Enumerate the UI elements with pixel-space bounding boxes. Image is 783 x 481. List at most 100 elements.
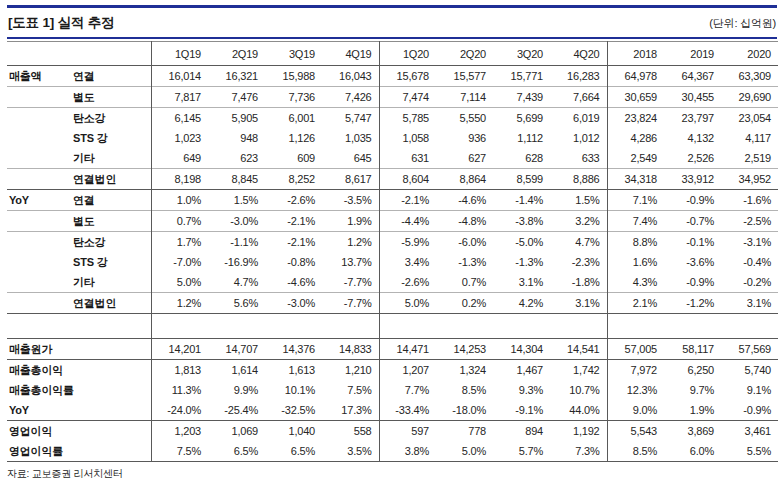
group-label-cell: YoY (7, 190, 73, 211)
table-row: 기타6496236096456316276286332,5492,5262,51… (7, 148, 778, 169)
source-note: 자료: 교보증권 리서치센터 (7, 467, 777, 481)
value-cell: 5,905 (208, 108, 265, 129)
value-cell: 2,549 (607, 148, 664, 169)
value-cell: 3.5% (322, 441, 379, 462)
page-title: [도표 1] 실적 추정 (8, 14, 114, 32)
row-label-cell: 탄소강 (73, 108, 151, 129)
value-cell: -5.9% (379, 232, 436, 253)
value-cell: -1.3% (436, 252, 493, 272)
value-cell (265, 314, 322, 339)
value-cell: 14,376 (265, 339, 322, 360)
value-cell: 17.3% (322, 400, 379, 421)
value-cell: 14,201 (151, 339, 208, 360)
value-cell: 5,747 (322, 108, 379, 129)
value-cell: 13.7% (322, 252, 379, 272)
value-cell: 34,952 (721, 169, 778, 190)
value-cell: 5.0% (436, 441, 493, 462)
value-cell: 8,864 (436, 169, 493, 190)
value-cell: 5.5% (721, 441, 778, 462)
value-cell: 1,613 (265, 360, 322, 381)
table-row: YoY-24.0%-25.4%-32.5%17.3%-33.4%-18.0%-9… (7, 400, 778, 421)
column-header-cell: 1Q20 (379, 42, 436, 66)
row-label-cell: 별도 (73, 211, 151, 232)
header-row: 1Q192Q193Q194Q191Q202Q203Q204Q2020182019… (7, 42, 778, 66)
column-header-cell: 1Q19 (151, 42, 208, 66)
row-label-cell: STS 강 (73, 252, 151, 272)
value-cell: -2.3% (550, 252, 607, 272)
value-cell: 7.5% (151, 441, 208, 462)
value-cell: 15,678 (379, 66, 436, 87)
value-cell: 16,014 (151, 66, 208, 87)
value-cell: 1,210 (322, 360, 379, 381)
value-cell: -0.1% (664, 232, 721, 253)
group-label-cell (7, 232, 73, 253)
value-cell: 7.3% (550, 441, 607, 462)
value-cell: -2.1% (265, 211, 322, 232)
value-cell: 4,286 (607, 128, 664, 148)
value-cell: 1,614 (208, 360, 265, 381)
value-cell: 10.7% (550, 380, 607, 400)
value-cell: 5,740 (721, 360, 778, 381)
value-cell: 11.3% (151, 380, 208, 400)
value-cell: 1,813 (151, 360, 208, 381)
table-row: 별도7,8177,4767,7367,4267,4747,1147,4397,6… (7, 87, 778, 108)
value-cell: 7,817 (151, 87, 208, 108)
value-cell: 14,541 (550, 339, 607, 360)
value-cell: 1.7% (151, 232, 208, 253)
value-cell: 16,321 (208, 66, 265, 87)
value-cell: 609 (265, 148, 322, 169)
column-header-cell: 2Q20 (436, 42, 493, 66)
row-label-cell: 연결 (73, 190, 151, 211)
row-label-cell: 기타 (73, 148, 151, 169)
value-cell: 645 (322, 148, 379, 169)
value-cell: 5.0% (151, 272, 208, 293)
value-cell: 29,690 (721, 87, 778, 108)
row-label-cell: 영업이익률 (7, 441, 151, 462)
column-header-cell: 2020 (721, 42, 778, 66)
value-cell: -16.9% (208, 252, 265, 272)
value-cell: 4,117 (721, 128, 778, 148)
value-cell: -24.0% (151, 400, 208, 421)
value-cell: 7,664 (550, 87, 607, 108)
value-cell: 7.4% (607, 211, 664, 232)
value-cell: 3.1% (493, 272, 550, 293)
value-cell: 14,471 (379, 339, 436, 360)
table-row: 탄소강6,1455,9056,0015,7475,7855,5505,6996,… (7, 108, 778, 129)
value-cell: -1.2% (664, 293, 721, 314)
value-cell: 1,192 (550, 421, 607, 442)
table-row: 매출액연결16,01416,32115,98816,04315,67815,57… (7, 66, 778, 87)
value-cell: 8,599 (493, 169, 550, 190)
value-cell (379, 314, 436, 339)
value-cell: 7,114 (436, 87, 493, 108)
value-cell: -2.5% (721, 211, 778, 232)
value-cell: -4.6% (436, 190, 493, 211)
value-cell: 894 (493, 421, 550, 442)
value-cell: 9.7% (664, 380, 721, 400)
value-cell: -1.6% (721, 190, 778, 211)
value-cell: 14,304 (493, 339, 550, 360)
table-row: STS 강-7.0%-16.9%-0.8%13.7%3.4%-1.3%-1.3%… (7, 252, 778, 272)
value-cell: -1.8% (550, 272, 607, 293)
value-cell: 7,439 (493, 87, 550, 108)
table-row: 영업이익률7.5%6.5%6.5%3.5%3.8%5.0%5.7%7.3%8.5… (7, 441, 778, 462)
value-cell (436, 314, 493, 339)
value-cell: -3.1% (721, 232, 778, 253)
estimate-table: 1Q192Q193Q194Q191Q202Q203Q204Q2020182019… (7, 41, 778, 462)
value-cell: 7,972 (607, 360, 664, 381)
value-cell: 8,198 (151, 169, 208, 190)
value-cell: 0.7% (151, 211, 208, 232)
value-cell: -0.2% (721, 272, 778, 293)
value-cell: 6,001 (265, 108, 322, 129)
value-cell: 23,797 (664, 108, 721, 129)
value-cell: -2.1% (379, 190, 436, 211)
value-cell: 15,577 (436, 66, 493, 87)
row-label-cell: STS 강 (73, 128, 151, 148)
value-cell: 1,058 (379, 128, 436, 148)
value-cell: 3,461 (721, 421, 778, 442)
row-label-cell: 영업이익 (7, 421, 151, 442)
value-cell: -7.7% (322, 272, 379, 293)
value-cell (208, 314, 265, 339)
report-page: [도표 1] 실적 추정 (단위: 십억원) 1Q192Q193Q194Q191… (0, 5, 783, 481)
value-cell: 7,426 (322, 87, 379, 108)
value-cell: 3.8% (379, 441, 436, 462)
